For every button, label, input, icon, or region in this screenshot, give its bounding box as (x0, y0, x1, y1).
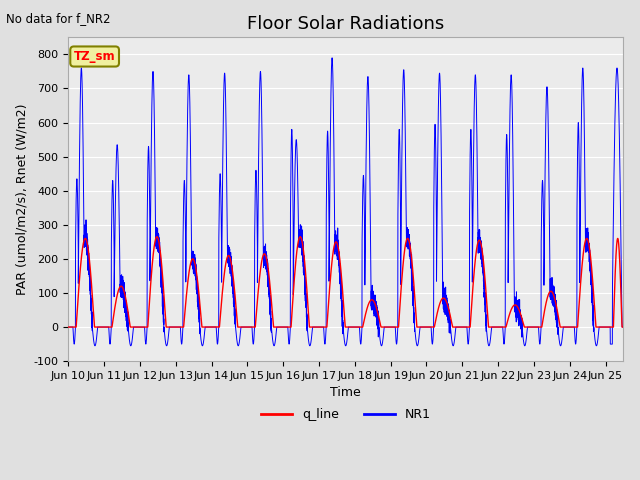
NR1 (338, 305, 346, 311)
q_line (410, 272, 417, 278)
NR1 (589, 324, 597, 329)
X-axis label: Time: Time (330, 386, 361, 399)
q_line (238, 324, 246, 330)
NR1 (238, 324, 246, 330)
NR1 (410, 296, 417, 301)
Legend: q_line, NR1: q_line, NR1 (255, 403, 436, 426)
q_line (338, 279, 346, 285)
NR1 (328, 55, 336, 60)
Line: NR1: NR1 (68, 58, 623, 346)
q_line (472, 252, 479, 258)
Text: TZ_sm: TZ_sm (74, 50, 115, 63)
q_line (175, 324, 182, 330)
Title: Floor Solar Radiations: Floor Solar Radiations (247, 15, 445, 33)
NR1 (163, 343, 170, 348)
NR1 (472, 79, 480, 85)
Text: No data for f_NR2: No data for f_NR2 (6, 12, 111, 25)
Line: q_line: q_line (68, 237, 623, 327)
q_line (153, 234, 161, 240)
NR1 (175, 324, 182, 330)
NR1 (65, 324, 72, 330)
q_line (65, 324, 72, 330)
Y-axis label: PAR (umol/m2/s), Rnet (W/m2): PAR (umol/m2/s), Rnet (W/m2) (15, 104, 28, 295)
NR1 (620, 324, 627, 330)
q_line (589, 287, 597, 292)
q_line (620, 324, 627, 330)
